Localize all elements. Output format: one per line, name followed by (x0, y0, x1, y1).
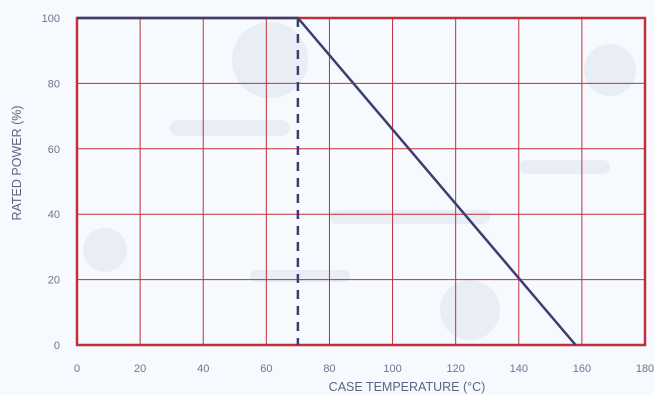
x-tick-label: 20 (134, 363, 146, 375)
x-tick-label: 120 (446, 363, 464, 375)
y-axis-title: RATED POWER (%) (10, 105, 24, 220)
background-shape (440, 280, 500, 340)
x-tick-label: 0 (74, 363, 80, 375)
background-decoration (83, 22, 636, 340)
x-tick-label: 60 (260, 363, 272, 375)
y-tick-label: 0 (54, 340, 60, 352)
background-shape (250, 270, 350, 282)
background-shape (170, 120, 290, 136)
x-tick-label: 180 (636, 363, 654, 375)
background-shape (584, 44, 636, 96)
background-shape (520, 160, 610, 174)
plot-frame (75, 16, 647, 347)
x-tick-label: 40 (197, 363, 209, 375)
y-tick-label: 60 (48, 144, 60, 156)
background-shape (232, 22, 308, 98)
y-tick-label: 40 (48, 209, 60, 221)
series-line (77, 16, 577, 346)
x-tick-label: 160 (573, 363, 591, 375)
y-tick-label: 100 (42, 13, 60, 25)
x-tick-label: 140 (510, 363, 528, 375)
y-tick-label: 80 (48, 78, 60, 90)
x-tick-label: 100 (383, 363, 401, 375)
y-tick-label: 20 (48, 275, 60, 287)
x-tick-label: 80 (323, 363, 335, 375)
x-axis-title: CASE TEMPERATURE (°C) (329, 380, 486, 394)
background-shape (330, 210, 490, 224)
plot-area: 0 20 40 60 80 100 120 140 160 180 0 20 40 60 80 100 (42, 13, 654, 375)
background-shape (83, 228, 127, 272)
